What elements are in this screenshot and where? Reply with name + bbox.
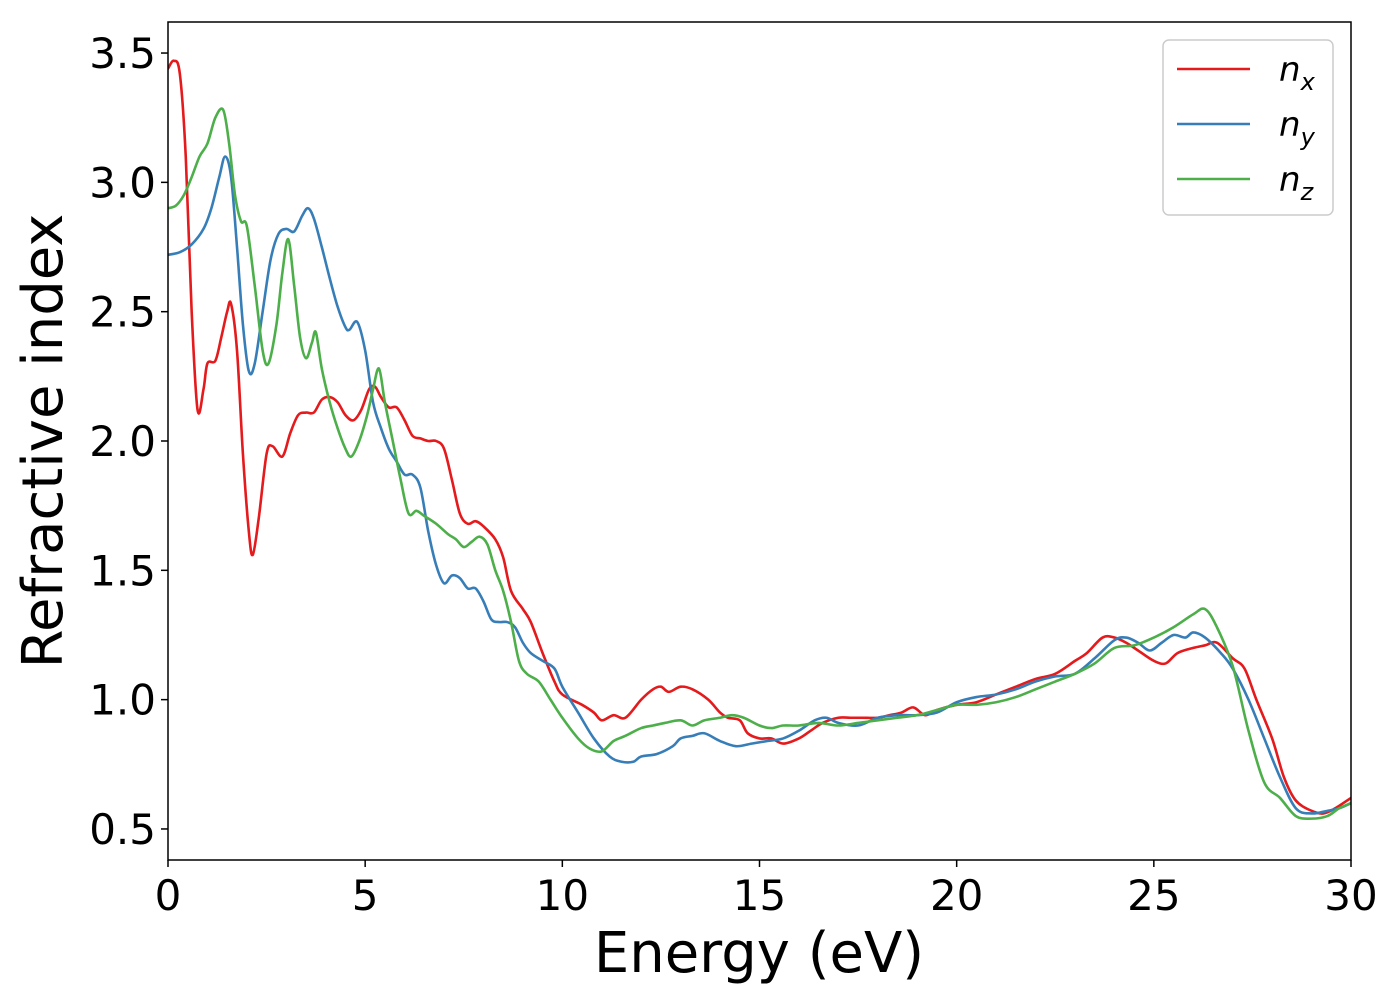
x-axis-title: Energy (eV) — [594, 921, 924, 986]
x-axis: 0 5 10 15 20 25 30 — [155, 860, 1378, 920]
series-group — [168, 59, 1351, 821]
x-tick-label: 15 — [733, 871, 786, 920]
y-axis: 0.5 1.0 1.5 2.0 2.5 3.0 3.5 — [89, 29, 168, 854]
series-line-nx — [168, 59, 1351, 815]
y-tick-label: 2.0 — [89, 417, 156, 466]
x-tick-label: 0 — [155, 871, 182, 920]
series-line-nz — [168, 107, 1351, 821]
y-tick-label: 0.5 — [89, 805, 156, 854]
x-tick-label: 25 — [1127, 871, 1180, 920]
y-tick-label: 1.5 — [89, 546, 156, 595]
x-tick-label: 10 — [536, 871, 589, 920]
series-line-ny — [168, 155, 1351, 815]
y-tick-label: 1.0 — [89, 676, 156, 725]
x-tick-label: 30 — [1324, 871, 1377, 920]
y-axis-title: Refractive index — [11, 214, 76, 669]
y-tick-label: 3.5 — [89, 29, 156, 78]
legend-box — [1162, 39, 1334, 216]
x-tick-label: 20 — [930, 871, 983, 920]
y-tick-label: 3.0 — [89, 158, 156, 207]
y-tick-label: 2.5 — [89, 288, 156, 337]
x-tick-label: 5 — [352, 871, 379, 920]
